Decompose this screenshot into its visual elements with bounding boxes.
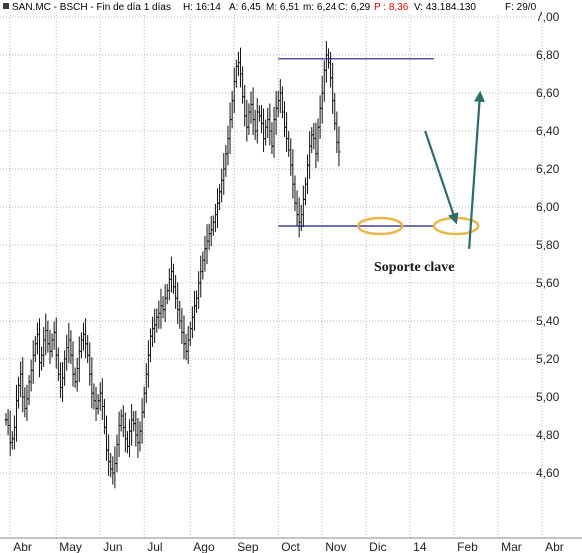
header-m: M: 6,51 <box>266 2 300 13</box>
projection-arrow <box>424 130 459 225</box>
x-tick-label: Feb <box>457 540 478 553</box>
y-tick-label: 7,00 <box>536 10 560 24</box>
x-tick-label: Ago <box>193 540 215 553</box>
y-tick-label: 4,60 <box>536 466 560 480</box>
header-f: F: 29/0 <box>505 2 537 13</box>
x-tick-label: Sep <box>237 540 259 553</box>
y-tick-label: 6,60 <box>536 86 560 100</box>
x-tick-label: May <box>59 540 82 553</box>
header-low: m: 6,24 <box>303 2 337 13</box>
y-tick-label: 6,00 <box>536 200 560 214</box>
y-tick-label: 6,80 <box>536 48 560 62</box>
x-tick-label: 14 <box>413 540 427 553</box>
header-volume: V: 43.184.130 <box>414 2 476 13</box>
support-ellipse <box>356 216 404 236</box>
ohlc-bars <box>4 41 341 489</box>
header-bar: SAN.MC - BSCH - Fin de día 1 días H: 16:… <box>0 0 540 15</box>
x-tick-label: Dic <box>369 540 386 553</box>
header-a: A: 6,45 <box>229 2 261 13</box>
projection-arrow <box>468 90 485 249</box>
header-symbol: SAN.MC - BSCH - Fin de día 1 días <box>12 2 171 13</box>
header-background <box>0 0 540 15</box>
level-lines <box>278 58 435 227</box>
x-tick-label: Jun <box>103 540 122 553</box>
x-tick-label: Abr <box>13 540 32 553</box>
y-tick-label: 5,80 <box>536 238 560 252</box>
header-p: P : 8,36 <box>374 2 409 13</box>
x-tick-label: Oct <box>281 540 300 553</box>
y-tick-label: 5,00 <box>536 390 560 404</box>
y-tick-label: 6,20 <box>536 162 560 176</box>
annotation-label: Soporte clave <box>374 260 454 275</box>
y-tick-label: 4,80 <box>536 428 560 442</box>
x-tick-label: Nov <box>325 540 346 553</box>
header-marker-icon <box>3 3 9 9</box>
x-tick-label: Jul <box>147 540 162 553</box>
projection-arrows <box>424 90 485 249</box>
x-tick-label: Mar <box>501 540 522 553</box>
axis-ticks: 7,00 6,80 6,60 6,40 6,20 6,00 5,80 5,60 5,40 5,20… <box>13 10 564 553</box>
y-tick-label: 6,40 <box>536 124 560 138</box>
y-tick-label: 5,40 <box>536 314 560 328</box>
header-high: H: 16:14 <box>183 2 221 13</box>
header-close: C: 6,29 <box>338 2 371 13</box>
y-tick-label: 5,20 <box>536 352 560 366</box>
x-tick-label: Abr <box>545 540 564 553</box>
y-tick-label: 5,60 <box>536 276 560 290</box>
